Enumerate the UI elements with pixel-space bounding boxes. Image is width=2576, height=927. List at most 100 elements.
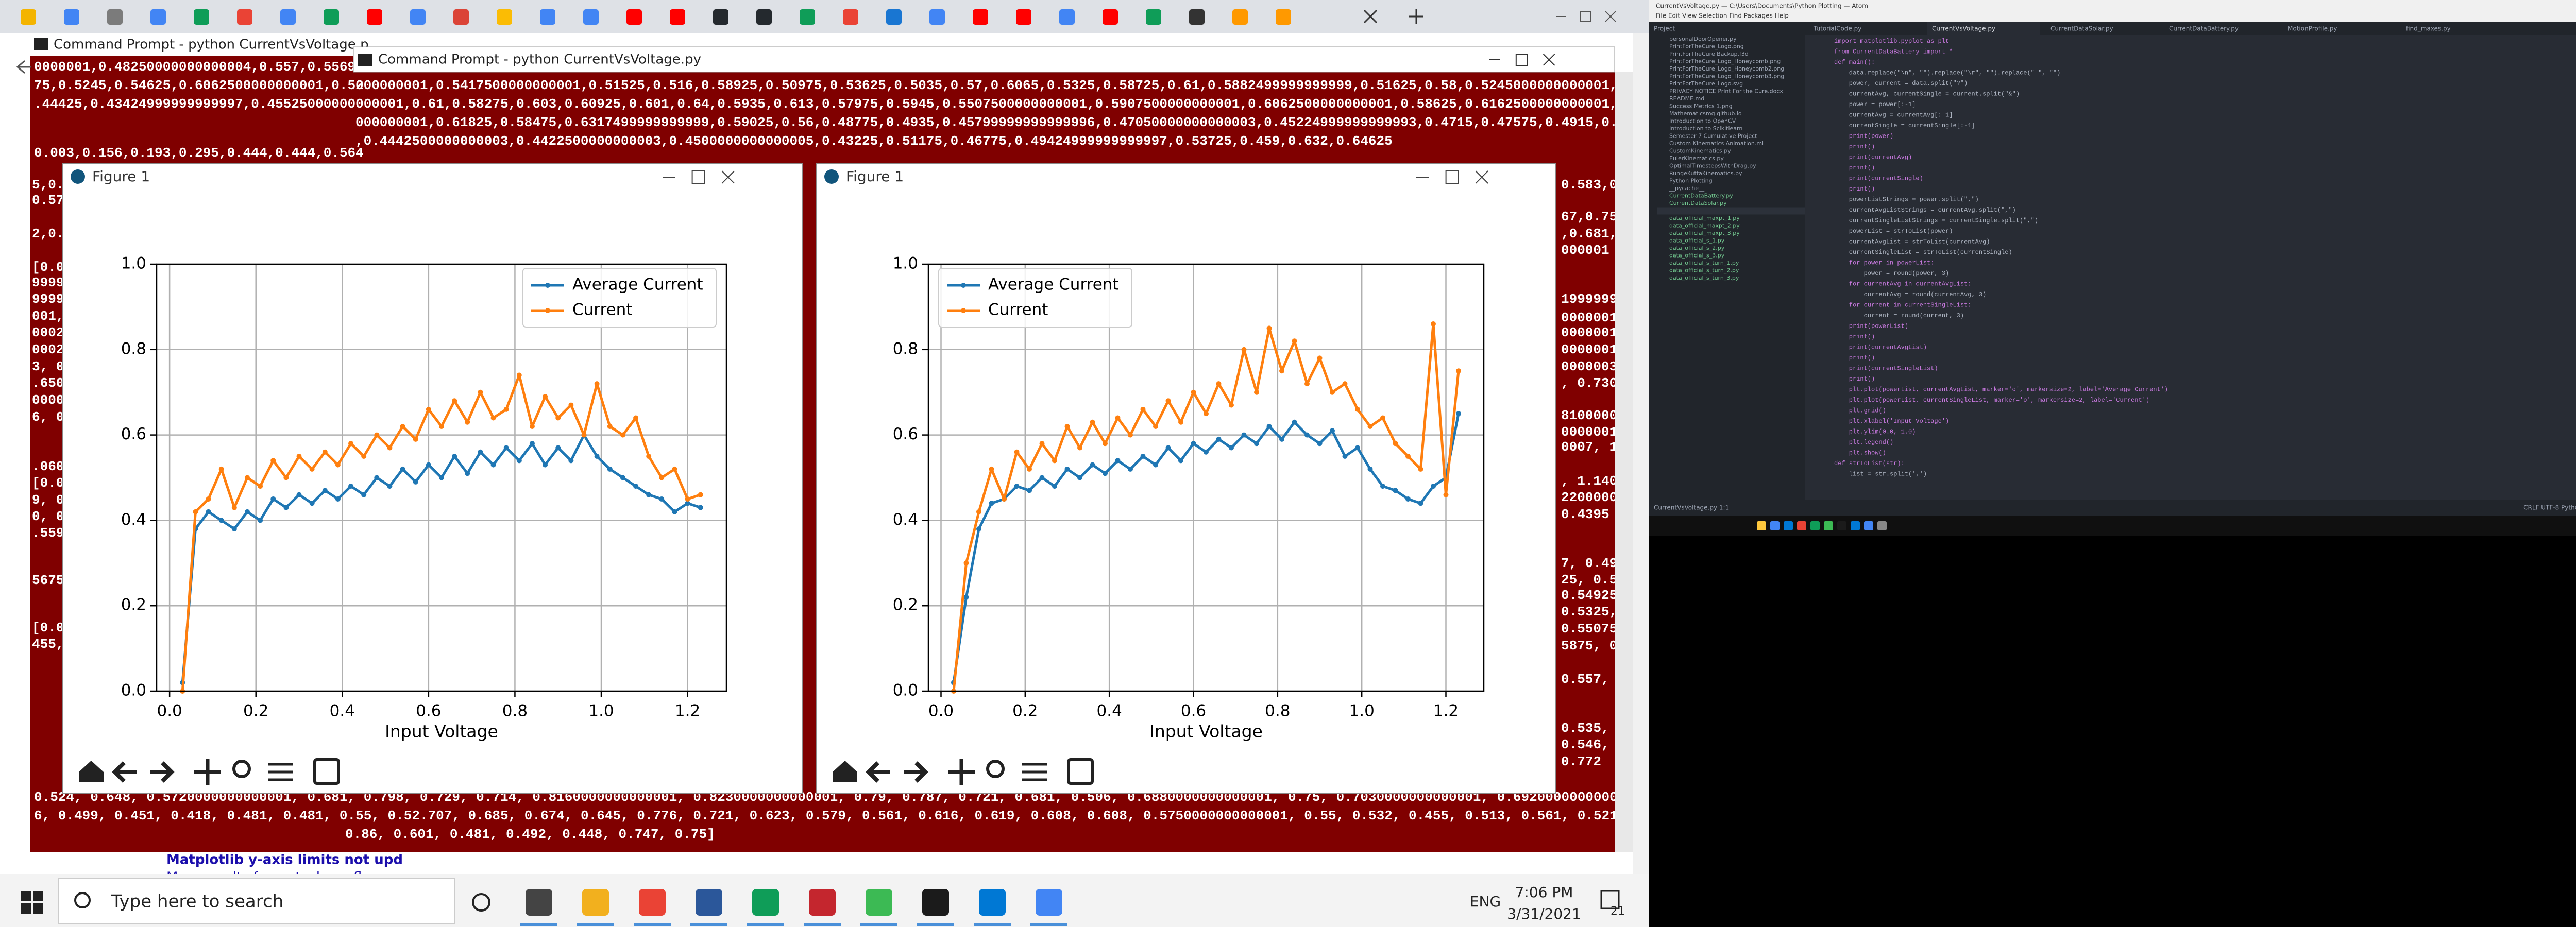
- taskbar-app[interactable]: [1864, 521, 1873, 530]
- browser-tab-icon[interactable]: [756, 9, 772, 25]
- taskbar-app[interactable]: [1036, 889, 1062, 916]
- tree-item[interactable]: data_official_maxpt_2.py: [1669, 222, 1740, 229]
- browser-tab-icon[interactable]: [973, 9, 988, 25]
- editor-tab[interactable]: CurrentVsVoltage.py: [1932, 25, 1995, 32]
- tree-item[interactable]: personalDoorOpener.py: [1669, 36, 1737, 42]
- tree-item[interactable]: EulerKinematics.py: [1669, 155, 1724, 162]
- tree-item[interactable]: data_official_s_turn_1.py: [1669, 260, 1739, 266]
- editor-tab[interactable]: MotionProfile.py: [2287, 25, 2337, 32]
- editor-tab[interactable]: CurrentDataBattery.py: [2169, 25, 2239, 32]
- browser-tab-icon[interactable]: [886, 9, 902, 25]
- start-button[interactable]: [21, 891, 43, 914]
- browser-tab-icon[interactable]: [150, 9, 166, 25]
- tab-close[interactable]: [1363, 9, 1378, 24]
- search-result-title[interactable]: Matplotlib y-axis limits not upd: [166, 852, 403, 868]
- tree-item[interactable]: data_official_s_2.py: [1669, 245, 1725, 251]
- toolbar-configure[interactable]: [268, 763, 293, 781]
- taskbar-app[interactable]: [1770, 521, 1780, 530]
- browser-tab-icon[interactable]: [64, 9, 79, 25]
- browser-tab-icon[interactable]: [670, 9, 685, 25]
- tree-item[interactable]: CurrentDataBattery.py: [1669, 193, 1733, 199]
- tree-item[interactable]: PrintForTheCure_Logo_Honeycomb2.png: [1669, 65, 1784, 72]
- taskbar-app[interactable]: [922, 889, 949, 916]
- tree-item[interactable]: Python Plotting: [1669, 178, 1713, 184]
- close-button[interactable]: [1475, 170, 1488, 184]
- taskbar-app[interactable]: [866, 889, 892, 916]
- browser-tab-icon[interactable]: [1232, 9, 1248, 25]
- editor-tab[interactable]: TutorialCode.py: [1813, 25, 1861, 32]
- browser-tab-icon[interactable]: [1103, 9, 1118, 25]
- taskbar-app[interactable]: [696, 889, 722, 916]
- browser-tab-icon[interactable]: [107, 9, 123, 25]
- tree-item[interactable]: README.md: [1669, 95, 1704, 102]
- toolbar-home[interactable]: [833, 761, 857, 782]
- tree-item[interactable]: PRIVACY NOTICE Print For the Cure.docx: [1669, 88, 1783, 95]
- browser-tab-icon[interactable]: [410, 9, 426, 25]
- browser-scrollbar[interactable]: [1633, 33, 1649, 874]
- toolbar-forward[interactable]: [904, 761, 928, 783]
- toolbar-pan[interactable]: [948, 759, 975, 785]
- tree-item[interactable]: OptimalTimestepsWithDrag.py: [1669, 163, 1756, 169]
- tree-item[interactable]: Introduction to OpenCV: [1669, 118, 1736, 125]
- taskbar-app[interactable]: [752, 889, 779, 916]
- notification-icon[interactable]: [1600, 890, 1620, 909]
- active-tab[interactable]: [1927, 22, 2040, 35]
- tree-item[interactable]: data_official_maxpt_3.py: [1669, 230, 1740, 236]
- toolbar-home[interactable]: [79, 761, 104, 782]
- browser-tab-icon[interactable]: [540, 9, 555, 25]
- clock-time[interactable]: 7:06 PM: [1515, 884, 1573, 901]
- clock-date[interactable]: 3/31/2021: [1507, 905, 1581, 922]
- tree-item[interactable]: RungeKuttaKinematics.py: [1669, 170, 1742, 177]
- browser-tab-icon[interactable]: [1189, 9, 1205, 25]
- tree-item[interactable]: PrintForTheCure_Logo.png: [1669, 43, 1744, 50]
- taskbar-app[interactable]: [809, 889, 836, 916]
- taskbar-app[interactable]: [526, 889, 552, 916]
- taskbar-app[interactable]: [1784, 521, 1793, 530]
- tree-item[interactable]: data_official_s_turn_2.py: [1669, 267, 1739, 274]
- close-button[interactable]: [721, 170, 735, 184]
- tree-item[interactable]: PrintForTheCure_Logo_Honeycomb.png: [1669, 58, 1781, 65]
- browser-tab-icon[interactable]: [453, 9, 469, 25]
- browser-tab-icon[interactable]: [1059, 9, 1075, 25]
- search-box[interactable]: [58, 878, 455, 924]
- browser-tab-icon[interactable]: [1016, 9, 1031, 25]
- browser-tab-icon[interactable]: [324, 9, 339, 25]
- close-button[interactable]: [1543, 54, 1555, 66]
- toolbar-pan[interactable]: [194, 759, 221, 785]
- close-button[interactable]: [1605, 11, 1616, 22]
- taskbar-app[interactable]: [979, 889, 1006, 916]
- tree-item[interactable]: __pycache__: [1669, 185, 1705, 192]
- browser-tab-icon[interactable]: [1146, 9, 1161, 25]
- tree-item[interactable]: Custom Kinematics Animation.ml: [1669, 140, 1764, 147]
- maximize-button[interactable]: [1445, 170, 1459, 184]
- editor-tab[interactable]: CurrentDataSolar.py: [2050, 25, 2113, 32]
- taskbar-app[interactable]: [1797, 521, 1806, 530]
- toolbar-zoom[interactable]: [986, 760, 1005, 778]
- tree-item[interactable]: PrintForTheCure Backup.f3d: [1669, 50, 1749, 57]
- tree-item[interactable]: Introduction to Scikitlearn: [1669, 125, 1742, 132]
- browser-tab-icon[interactable]: [497, 9, 512, 25]
- browser-tab-icon[interactable]: [800, 9, 815, 25]
- tree-item[interactable]: PrintForTheCure_Logo.svg: [1669, 80, 1743, 87]
- taskbar-app[interactable]: [1851, 521, 1860, 530]
- cmd-scrollbar[interactable]: [1615, 72, 1633, 852]
- editor-tab[interactable]: find_maxes.py: [2406, 25, 2451, 32]
- taskbar-app[interactable]: [639, 889, 666, 916]
- new-tab[interactable]: [1409, 9, 1423, 24]
- taskbar-app[interactable]: [1877, 521, 1887, 530]
- taskbar-app[interactable]: [1810, 521, 1820, 530]
- browser-tab-icon[interactable]: [194, 9, 209, 25]
- browser-tab-icon[interactable]: [367, 9, 382, 25]
- browser-tab-icon[interactable]: [626, 9, 642, 25]
- taskbar-app[interactable]: [1837, 521, 1846, 530]
- tree-item[interactable]: Mathematicsmg.github.io: [1669, 110, 1742, 117]
- tree-item[interactable]: data_official_s_1.py: [1669, 237, 1725, 244]
- toolbar-configure[interactable]: [1022, 763, 1047, 781]
- tree-item[interactable]: data_official_s_turn_3.py: [1669, 274, 1739, 281]
- tree-item[interactable]: Success Metrics 1.png: [1669, 103, 1733, 110]
- taskbar-app[interactable]: [582, 889, 609, 916]
- back-button[interactable]: [16, 60, 31, 74]
- browser-tab-icon[interactable]: [713, 9, 728, 25]
- language[interactable]: ENG: [1470, 893, 1501, 910]
- maximize-button[interactable]: [1515, 54, 1528, 66]
